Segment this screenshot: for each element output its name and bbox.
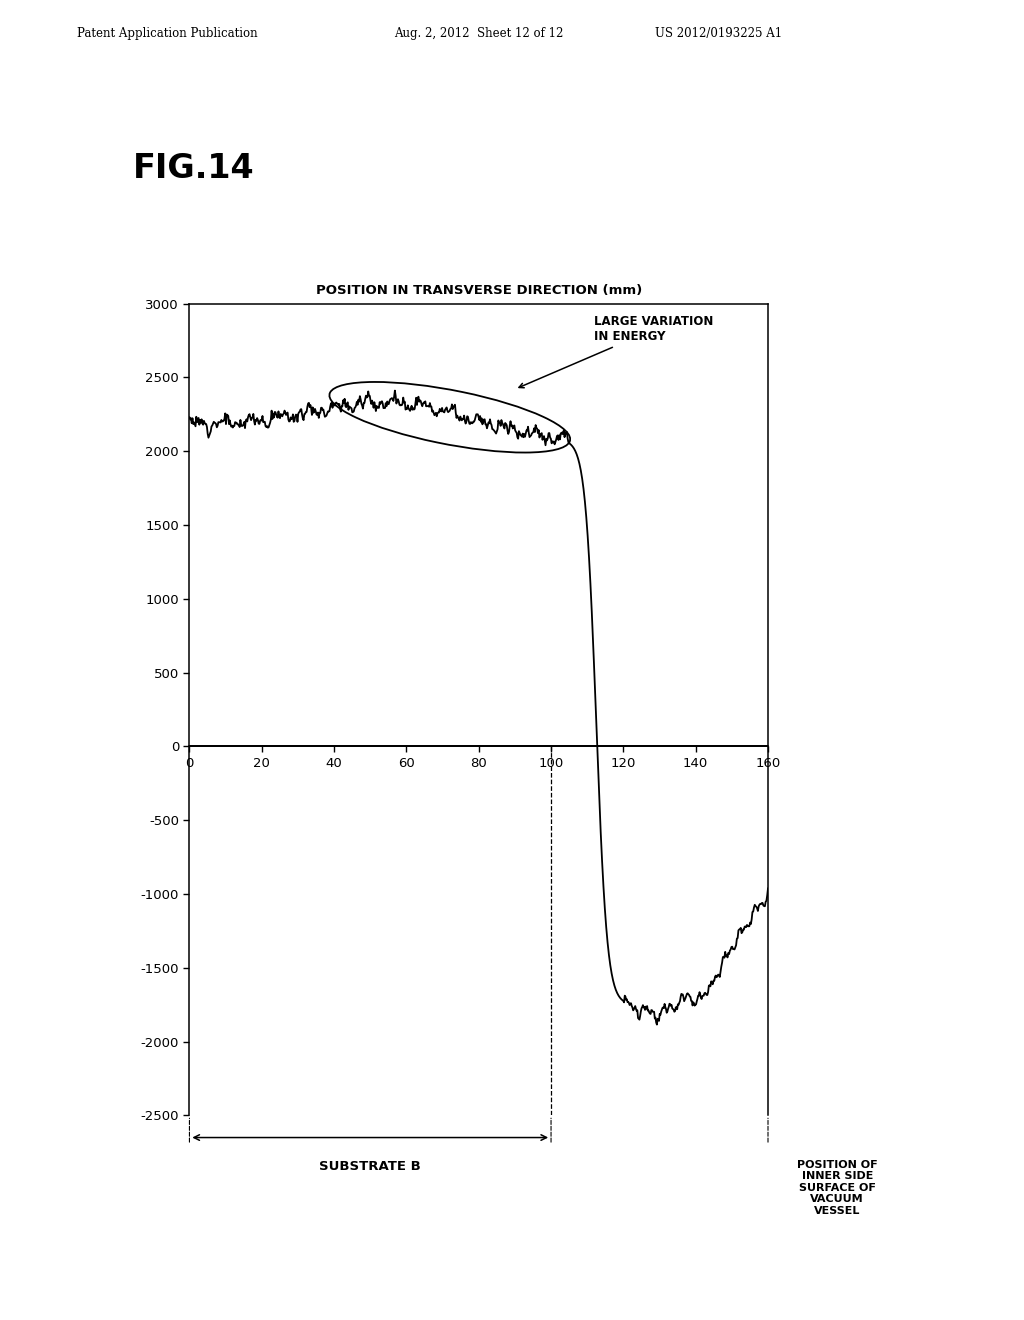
Text: LARGE VARIATION
IN ENERGY: LARGE VARIATION IN ENERGY — [519, 315, 714, 388]
Text: SUBSTRATE B: SUBSTRATE B — [319, 1160, 421, 1172]
Text: FIG.14: FIG.14 — [133, 152, 255, 185]
X-axis label: POSITION IN TRANSVERSE DIRECTION (mm): POSITION IN TRANSVERSE DIRECTION (mm) — [315, 284, 642, 297]
Text: US 2012/0193225 A1: US 2012/0193225 A1 — [655, 26, 782, 40]
Text: Aug. 2, 2012  Sheet 12 of 12: Aug. 2, 2012 Sheet 12 of 12 — [394, 26, 563, 40]
Text: POSITION OF
INNER SIDE
SURFACE OF
VACUUM
VESSEL: POSITION OF INNER SIDE SURFACE OF VACUUM… — [797, 1160, 878, 1216]
Text: Patent Application Publication: Patent Application Publication — [77, 26, 257, 40]
